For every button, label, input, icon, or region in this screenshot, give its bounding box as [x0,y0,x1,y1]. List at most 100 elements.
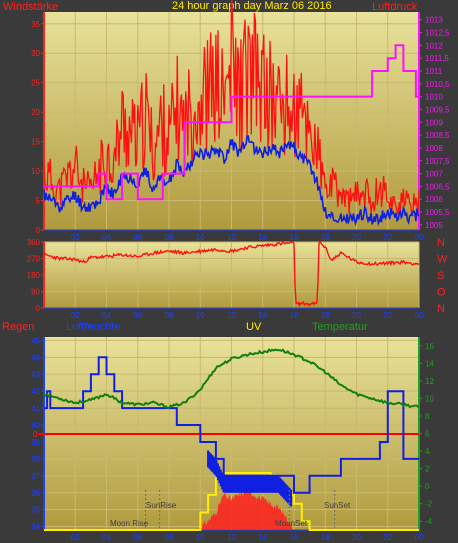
y2-tick-label: 10 [425,394,434,403]
y2-tick-label: 1008 [425,144,443,153]
y2-tick-label: 1010 [425,93,443,102]
y2-tick-label: 14 [425,359,434,368]
x-tick-label: 18 [321,233,330,242]
x-tick-label: 18 [321,311,330,320]
y-tick-label: 36 [31,489,40,498]
x-tick-label: 04 [102,311,111,320]
x-tick-label: 06 [133,233,142,242]
sunrise-marker: SunRise [146,501,177,510]
humidity-temperature-chart: 02 04 06 08 10 12 14 16 18 20 22 003435363738394041… [31,336,434,542]
y2-tick-label: 1011 [425,67,443,76]
y2-tick-label: 4 [425,447,430,456]
x-tick-label: 04 [102,233,111,242]
pressure-line [44,44,419,201]
x-tick-label: 14 [258,533,267,542]
x-tick-label: 06 [133,533,142,542]
x-tick-label: 00 [415,233,424,242]
y2-tick-label: 1013 [425,16,443,25]
y-tick-label: 270 [27,255,41,264]
x-tick-label: 02 [71,233,80,242]
y-tick-label: 44 [31,353,40,362]
y2-tick-label: 1007,5 [425,157,450,166]
x-tick-label: 00 [415,311,424,320]
x-tick-label: 08 [165,233,174,242]
y-tick-label: 360 [27,238,41,247]
y2-tick-label: 2 [425,465,430,474]
y2-tick-label: 1011,5 [425,54,449,63]
y2-tick-label: 1009,5 [425,105,450,114]
y-tick-label: 37 [31,472,40,481]
y-tick-label: 5 [36,197,41,206]
temperature-line [43,348,420,410]
x-tick-label: 06 [133,311,142,320]
y2-tick-label: 1010,5 [425,80,450,89]
x-tick-label: 16 [290,233,299,242]
y2-tick-label: 1005 [425,221,443,230]
y-tick-label: 38 [31,455,40,464]
y2-tick-label: 1005,5 [425,208,450,217]
rain-label: Regen [2,321,34,333]
humidity-label: Luftfeuchte [66,321,120,333]
y-tick-label: 20 [31,108,40,117]
x-tick-label: 00 [415,533,424,542]
y-tick-label: 90 [31,288,40,297]
y-tick-label: 41 [31,404,40,413]
moonrise-marker: Moon Rise [110,519,149,528]
y-tick-label: 45 [31,336,40,345]
uv-line [44,472,419,531]
compass-label: O [437,287,446,299]
x-tick-label: 22 [383,533,392,542]
y-tick-label: 35 [31,20,40,29]
rain-zero-label: 0 [33,430,38,439]
y-tick-label: 0 [36,304,41,313]
compass-label: N [437,237,445,249]
temperature-label: Temperatur [312,321,368,333]
y-tick-label: 0 [36,226,41,235]
y2-tick-label: 1007 [425,170,443,179]
x-tick-label: 20 [352,533,361,542]
y2-tick-label: 1006,5 [425,182,450,191]
compass-label: W [437,254,448,266]
x-tick-label: 02 [71,533,80,542]
x-tick-label: 08 [165,311,174,320]
x-tick-label: 14 [258,233,267,242]
pressure-axis-label: Luftdruck [372,1,418,13]
y2-tick-label: 0 [425,482,430,491]
x-tick-label: 14 [258,311,267,320]
y2-tick-label: 12 [425,377,434,386]
x-tick-label: 12 [227,533,236,542]
solar-area [44,488,419,530]
x-tick-label: 16 [290,311,299,320]
x-tick-label: 10 [196,311,205,320]
y-tick-label: 35 [31,506,40,515]
x-tick-label: 04 [102,533,111,542]
y2-tick-label: 8 [425,412,430,421]
x-tick-label: 20 [352,311,361,320]
y2-tick-label: -2 [425,500,433,509]
x-tick-label: 10 [196,233,205,242]
y-tick-label: 34 [31,523,40,532]
y-tick-label: 39 [31,438,40,447]
x-tick-label: 02 [71,311,80,320]
y-tick-label: 10 [31,167,40,176]
y2-tick-label: 1012 [425,41,443,50]
uv-label: UV [246,321,262,333]
y2-tick-label: -4 [425,517,433,526]
x-tick-label: 22 [383,233,392,242]
x-tick-label: 20 [352,233,361,242]
y-tick-label: 42 [31,387,40,396]
x-tick-label: 08 [165,533,174,542]
y2-tick-label: 16 [425,342,434,351]
y-tick-label: 15 [31,138,40,147]
wind-axis-label: Windstärke [3,1,58,13]
y-tick-label: 180 [27,271,41,280]
x-tick-label: 12 [227,233,236,242]
x-tick-label: 10 [196,533,205,542]
x-tick-label: 18 [321,533,330,542]
y2-tick-label: 1012,5 [425,29,450,38]
humidity-line [44,356,419,494]
